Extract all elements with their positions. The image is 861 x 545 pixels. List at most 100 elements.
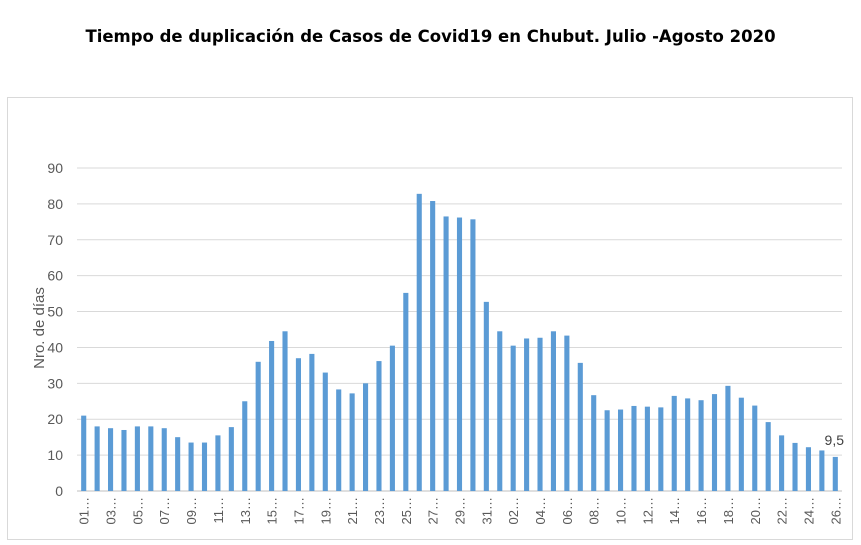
x-tick-label: 29… <box>453 497 468 524</box>
bar <box>564 335 570 491</box>
bar <box>456 217 463 491</box>
bar <box>269 340 275 491</box>
bar <box>363 383 369 491</box>
x-tick-label: 08… <box>587 497 602 524</box>
x-tick-label: 11… <box>211 497 226 524</box>
x-tick-label: 25… <box>399 497 414 524</box>
y-tick-labels: 0 10 20 30 40 50 60 70 80 90 <box>47 160 63 499</box>
bar <box>309 353 315 491</box>
bar <box>604 410 610 491</box>
bar <box>711 394 718 491</box>
bar <box>108 428 114 491</box>
x-tick-label: 15… <box>265 497 280 524</box>
y-tick-label: 0 <box>55 483 63 499</box>
x-tick-label: 23… <box>372 497 387 524</box>
x-tick-label: 09… <box>184 497 199 524</box>
bar <box>819 450 825 491</box>
bar <box>161 428 167 491</box>
bar <box>201 442 208 491</box>
bar <box>121 429 127 491</box>
bar <box>188 442 194 491</box>
bar <box>671 395 677 491</box>
x-tick-label: 31… <box>479 497 494 524</box>
bar <box>349 393 355 491</box>
x-tick-label: 26… <box>828 497 843 524</box>
x-tick-label: 03… <box>104 497 119 524</box>
bar <box>295 358 301 491</box>
bar <box>443 216 449 491</box>
bar <box>255 361 261 491</box>
x-tick-label: 17… <box>291 497 306 524</box>
x-tick-label: 04… <box>533 497 548 524</box>
bar <box>752 405 758 491</box>
x-tick-label: 12… <box>640 497 655 524</box>
bar <box>725 385 731 491</box>
x-tick-label: 13… <box>238 497 253 524</box>
x-tick-label: 22… <box>775 497 790 524</box>
x-tick-label: 24… <box>801 497 816 524</box>
x-tick-label: 18… <box>721 497 736 524</box>
bar <box>483 301 489 491</box>
y-tick-label: 10 <box>47 447 63 463</box>
x-tick-label: 19… <box>318 497 333 524</box>
y-tick-label: 20 <box>47 411 63 427</box>
bar <box>282 331 288 491</box>
x-tick-label: 14… <box>667 497 682 524</box>
x-tick-label: 02… <box>506 497 521 524</box>
y-tick-label: 80 <box>47 196 63 212</box>
bar <box>134 426 140 491</box>
bar <box>228 427 234 491</box>
bar <box>577 362 583 491</box>
bar <box>510 345 516 491</box>
chart-frame: Nro. de días 0 10 20 30 40 50 60 70 80 90 01… 03… 0… <box>7 97 853 540</box>
bar <box>215 435 221 491</box>
bar <box>537 337 543 491</box>
bar <box>765 422 771 491</box>
bar <box>631 405 637 491</box>
x-tick-label: 27… <box>426 497 441 524</box>
x-tick-label: 01… <box>77 497 92 524</box>
bar <box>738 397 744 491</box>
x-tick-label: 21… <box>345 497 360 524</box>
bar <box>497 331 503 491</box>
bar <box>470 219 476 491</box>
bar <box>148 426 154 491</box>
bar <box>658 407 664 491</box>
y-tick-label: 40 <box>47 339 63 355</box>
bar <box>832 456 838 491</box>
bar <box>81 415 87 491</box>
bar <box>94 426 100 491</box>
bars <box>81 193 838 492</box>
y-axis-label: Nro. de días <box>31 287 48 369</box>
bar <box>685 398 691 491</box>
bar <box>698 400 704 491</box>
y-tick-label: 90 <box>47 160 63 176</box>
bar <box>403 292 409 491</box>
x-tick-labels: 01… 03… 05… 07… 09… 11… 13… 15… 17… 19… 21… 23… 25… 2… <box>77 497 844 524</box>
y-tick-label: 60 <box>47 268 63 284</box>
x-tick-label: 16… <box>694 497 709 524</box>
bar <box>550 331 556 491</box>
data-label: 9,5 <box>825 432 845 448</box>
bar <box>322 372 328 491</box>
bar <box>779 435 785 491</box>
bar <box>389 345 395 491</box>
x-tick-label: 10… <box>614 497 629 524</box>
bar <box>524 338 530 491</box>
bar <box>336 389 342 491</box>
bar <box>430 201 436 492</box>
chart-title: Tiempo de duplicación de Casos de Covid1… <box>85 27 776 46</box>
bar <box>805 447 811 491</box>
bar <box>242 401 248 491</box>
x-tick-label: 20… <box>748 497 763 524</box>
bar <box>644 406 650 491</box>
bar <box>416 193 422 491</box>
data-labels: 9,5 <box>825 432 845 448</box>
y-tick-label: 30 <box>47 375 63 391</box>
bar <box>618 409 624 491</box>
bar <box>792 442 798 491</box>
bar <box>376 361 382 491</box>
x-tick-label: 06… <box>560 497 575 524</box>
y-tick-label: 50 <box>47 304 63 320</box>
